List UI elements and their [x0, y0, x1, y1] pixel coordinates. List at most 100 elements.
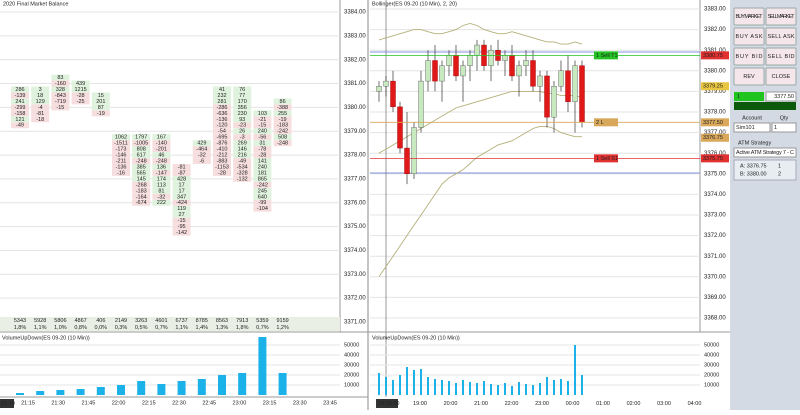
footprint-value: 83: [57, 75, 63, 81]
footprint-value: -15: [56, 105, 64, 111]
order-label-bg[interactable]: [594, 51, 618, 60]
time-label: 21:15: [21, 400, 35, 406]
footprint-cell: [172, 175, 191, 182]
candle-body: [572, 65, 578, 102]
order-button[interactable]: [733, 7, 765, 26]
account-select[interactable]: [733, 122, 771, 133]
footprint-value: -424: [176, 200, 187, 206]
order-button[interactable]: [765, 47, 797, 66]
footprint-cell: [132, 152, 151, 159]
footprint-value: -674: [136, 200, 147, 206]
footprint-cell: [213, 92, 231, 99]
footprint-cell: [253, 110, 272, 117]
footprint-value: -120: [216, 123, 227, 129]
footprint-value: 640: [258, 194, 267, 200]
candle-body: [460, 65, 466, 77]
volume-tick-label: 40000: [704, 352, 719, 358]
order-button-label[interactable]: SELL ASK: [768, 34, 795, 40]
price-box[interactable]: [765, 91, 797, 102]
order-label[interactable]: 2 L: [596, 120, 604, 126]
total-percent: 1,1%: [175, 325, 188, 331]
footprint-value: 508: [278, 135, 287, 141]
order-button[interactable]: [733, 67, 765, 86]
footprint-value: 41: [219, 87, 225, 93]
atm-select[interactable]: [733, 147, 797, 158]
footprint-value: 255: [278, 111, 287, 117]
footprint-cell: [213, 104, 231, 111]
volume-bar: [567, 381, 569, 395]
price-marker-bg: [701, 154, 729, 163]
footprint-value: -201: [156, 147, 167, 153]
order-label[interactable]: 1 Sell T1: [596, 53, 618, 59]
order-button[interactable]: [733, 47, 765, 66]
volume-bar: [427, 377, 429, 395]
order-button-label[interactable]: BUY ASK: [736, 34, 763, 40]
footprint-cell: [51, 74, 70, 81]
candle-body: [418, 80, 424, 128]
order-button-label[interactable]: SELL BID: [768, 54, 795, 60]
chart-title: 2020 Final Market Balance: [3, 1, 68, 7]
footprint-cell: [233, 169, 252, 176]
footprint-value: 119: [177, 206, 186, 212]
candle-body: [376, 86, 382, 92]
bollinger-lower: [378, 125, 582, 278]
order-label-bg[interactable]: [594, 154, 618, 163]
footprint-value: 46: [158, 153, 164, 159]
order-button-label[interactable]: BUY MARKET: [736, 14, 764, 20]
footprint-value: 136: [157, 164, 166, 170]
footprint-cell: [112, 158, 130, 165]
footprint-cell: [253, 164, 272, 170]
footprint-cell: [213, 134, 231, 141]
footprint-cell: [172, 193, 191, 200]
order-button-label[interactable]: SELL MARKET: [768, 14, 796, 20]
quantity[interactable]: 1: [737, 94, 740, 100]
price-tick-label: 3369.00: [704, 295, 726, 301]
footprint-cell: [253, 122, 272, 129]
footprint-value: -164: [136, 194, 147, 200]
footprint-cell: [192, 158, 211, 165]
footprint-cell: [253, 152, 272, 159]
volume-bar: [117, 385, 125, 395]
footprint-cell: [51, 104, 70, 111]
footprint-cell: [11, 86, 29, 93]
order-button[interactable]: [765, 27, 797, 46]
status-bar: [734, 102, 796, 110]
footprint-cell: [152, 175, 171, 182]
order-label[interactable]: 1 Sell S1: [596, 156, 618, 162]
volume-bar: [385, 377, 387, 395]
order-button[interactable]: [765, 67, 797, 86]
atm[interactable]: Active ATM Strategy 7 - C: [736, 150, 794, 156]
qty-input[interactable]: [771, 122, 797, 133]
order-button-label[interactable]: BUY BID: [736, 54, 763, 60]
volume-bar: [16, 393, 24, 395]
order-button-label[interactable]: REV: [743, 74, 755, 80]
footprint-value: 26: [239, 129, 245, 135]
price-tick-label: 3381.00: [704, 48, 726, 54]
price[interactable]: 3377.50: [774, 94, 794, 100]
volume-tick-label: 20000: [344, 372, 359, 378]
order-button-label[interactable]: CLOSE: [772, 74, 791, 80]
order-label-bg[interactable]: [594, 118, 618, 127]
footprint-cell: [253, 199, 272, 206]
volume-bar: [434, 379, 436, 395]
order-button[interactable]: [765, 7, 797, 26]
order-button[interactable]: [733, 27, 765, 46]
footprint-cell: [132, 181, 151, 188]
footprint-cell: [253, 128, 272, 135]
footprint-cell: [253, 134, 272, 141]
total-percent: 1,8%: [236, 325, 249, 331]
volume-tick-label: 20000: [704, 372, 719, 378]
candle-body: [404, 147, 410, 175]
footprint-value: -183: [136, 188, 147, 194]
account[interactable]: Sim101: [736, 125, 755, 131]
footprint-cell: [273, 140, 292, 147]
price-tick-label: 3377.00: [704, 130, 726, 136]
footprint-cell: [172, 205, 191, 212]
volume-tick-label: 30000: [704, 362, 719, 368]
quantity-box[interactable]: [734, 92, 764, 101]
footprint-cell: [273, 104, 292, 111]
qty[interactable]: 1: [774, 125, 777, 131]
volume-tick-label: 50000: [344, 342, 359, 348]
footprint-value: 240: [258, 129, 267, 135]
